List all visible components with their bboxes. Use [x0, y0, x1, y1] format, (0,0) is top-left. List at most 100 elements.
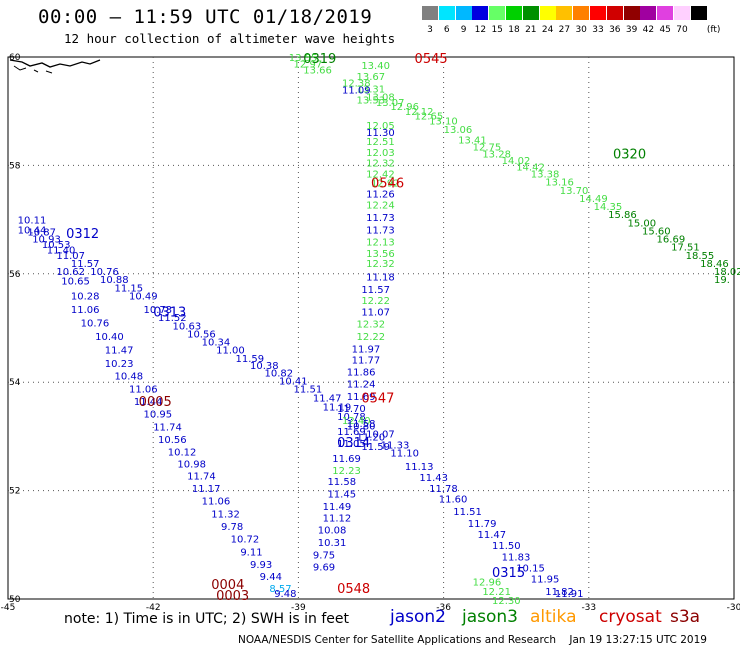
map-title: 00:00 – 11:59 UTC 01/18/2019	[38, 6, 373, 28]
wave-height-value: 12.32	[366, 259, 395, 270]
wave-height-value: 13.70	[560, 186, 589, 197]
wave-height-value: 12.32	[356, 320, 385, 331]
legend-unit: (ft)	[706, 25, 721, 35]
pass-time-label: 0315	[492, 566, 525, 581]
legend-swatch	[438, 6, 455, 20]
wave-height-value: 11.83	[502, 553, 531, 564]
wave-height-value: 11.30	[366, 128, 395, 139]
wave-height-value: 12.65	[415, 112, 444, 123]
wave-height-value: 11.18	[366, 273, 395, 284]
wave-height-value: 14.35	[594, 202, 623, 213]
wave-height-value: 10.62	[56, 267, 85, 278]
coastline	[9, 59, 101, 68]
wave-height-value: 11.10	[390, 449, 419, 460]
wave-height-value: 12.75	[473, 142, 502, 153]
wave-height-value: 11.33	[381, 441, 410, 452]
wave-height-value: 10.76	[90, 267, 119, 278]
wave-height-value: 10.73	[144, 305, 173, 316]
wave-height-value: 18.46	[700, 259, 729, 270]
legend-swatch	[522, 6, 539, 20]
pass-time-label: 0313	[153, 306, 186, 321]
wave-height-value: 13.53	[356, 95, 385, 106]
legend-label: 30	[575, 25, 587, 35]
wave-height-value: 11.52	[158, 313, 187, 324]
legend-label: 15	[491, 25, 503, 35]
pass-time-label: 0314	[337, 436, 370, 451]
wave-height-value: 14.42	[516, 162, 545, 173]
wave-height-value: 11.70	[337, 404, 366, 415]
wave-height-value: 12.23	[332, 466, 361, 477]
wave-height-value: 12.12	[405, 107, 434, 118]
wave-height-value: 11.51	[294, 385, 323, 396]
wave-height-value: 11.74	[153, 423, 182, 434]
wave-height-value: 9.75	[313, 551, 335, 562]
wave-height-value: 19.	[714, 275, 730, 286]
wave-height-value: 11.49	[323, 502, 352, 513]
pass-time-label: 0312	[66, 227, 99, 242]
wave-height-value: 11.06	[71, 305, 100, 316]
wave-height-value: 11.06	[202, 496, 231, 507]
legend-label: 9	[460, 25, 467, 35]
legend-swatch	[590, 6, 606, 20]
wave-height-value: 11.82	[545, 587, 574, 598]
wave-height-value: 9.78	[221, 522, 243, 533]
wave-height-value: 12.22	[356, 332, 385, 343]
legend-label: 21	[525, 25, 537, 35]
wave-height-value: 11.15	[114, 283, 143, 294]
wave-height-value: 11.09	[342, 86, 371, 97]
wave-height-value: 10.40	[95, 332, 124, 343]
legend-label: 24	[541, 25, 554, 35]
legend-swatch	[489, 6, 506, 20]
wave-height-value: 11.91	[555, 589, 584, 600]
wave-height-value: 15.60	[642, 226, 671, 237]
lon-tick-label: -33	[581, 603, 596, 613]
wave-height-value: 10.63	[173, 321, 202, 332]
wave-height-value: 11.07	[56, 251, 85, 262]
wave-height-value: 11.07	[361, 308, 390, 319]
wave-height-value: 11.44	[134, 397, 163, 408]
wave-height-value: 10.82	[265, 368, 294, 379]
wave-height-value: 12.05	[366, 121, 395, 132]
legend-swatch	[573, 6, 590, 20]
wave-height-value: 11.57	[71, 259, 100, 270]
legend-label: 27	[558, 25, 571, 35]
wave-height-value: 11.13	[405, 462, 434, 473]
legend-swatch	[606, 6, 623, 20]
wave-height-value: 11.24	[347, 379, 376, 390]
lon-tick-label: -36	[436, 603, 451, 613]
wave-height-value: 11.69	[337, 427, 366, 438]
legend-label: 70	[676, 25, 688, 35]
wave-height-value: 13.08	[366, 93, 395, 104]
legend-label: 39	[625, 25, 638, 35]
wave-height-value: 12.40	[342, 416, 371, 427]
wave-height-value: 11.59	[361, 442, 390, 453]
wave-height-value: 10.98	[177, 460, 206, 471]
pass-time-label: 0003	[216, 589, 249, 604]
wave-height-value: 13.67	[356, 72, 385, 83]
wave-height-value: 15.00	[628, 218, 657, 229]
footer-note: note: 1) Time is in UTC; 2) SWH is in fe…	[64, 611, 350, 627]
wave-height-value: 18.55	[686, 251, 715, 262]
wave-height-value: 13.06	[444, 125, 473, 136]
wave-height-value: 12.30	[492, 596, 521, 607]
lon-tick-label: -39	[291, 603, 306, 613]
wave-height-value: 9.11	[240, 547, 262, 558]
wave-height-value: 9.93	[250, 560, 272, 571]
legend-swatch	[556, 6, 573, 20]
wave-height-value: 10.76	[81, 319, 110, 330]
wave-height-value: 11.95	[531, 574, 560, 585]
legend-swatch	[623, 6, 640, 20]
wave-height-value: 11.57	[361, 285, 390, 296]
wave-height-value: 11.00	[216, 346, 245, 357]
wave-height-value: 10.56	[158, 435, 187, 446]
wave-height-value: 11.47	[105, 346, 134, 357]
pass-time-label: 0319	[303, 52, 336, 67]
wave-height-value: 11.60	[439, 495, 468, 506]
wave-height-value: 10.23	[105, 359, 134, 370]
wave-height-value: 11.06	[129, 385, 158, 396]
wave-height-value: 11.79	[468, 519, 497, 530]
wave-height-value: 12.96	[473, 578, 502, 589]
wave-height-value: 14.49	[579, 194, 608, 205]
satellite-label-jason3: jason3	[462, 607, 518, 627]
